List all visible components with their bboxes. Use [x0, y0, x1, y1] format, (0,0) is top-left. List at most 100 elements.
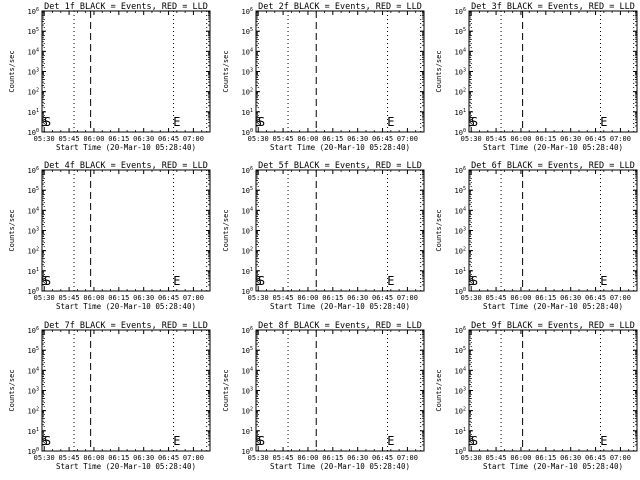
y-tick-label: 102	[455, 247, 466, 256]
x-tick-label: 06:00	[297, 294, 318, 302]
y-tick-exponent: 0	[250, 447, 253, 453]
x-tick-label: 06:30	[347, 294, 368, 302]
y-tick-label: 106	[242, 7, 253, 16]
y-tick-label: 103	[242, 227, 253, 236]
marker-s: S	[44, 274, 51, 288]
y-tick-exponent: 5	[463, 186, 466, 192]
x-tick-label: 05:30	[34, 294, 55, 302]
x-tick-label: 06:45	[585, 294, 606, 302]
detector-panel-4: Det 4f BLACK = Events, RED = LLD10010110…	[8, 161, 211, 311]
panel-title: Det 6f BLACK = Events, RED = LLD	[471, 161, 635, 171]
y-axis-label: Counts/sec	[222, 209, 230, 251]
detector-panel-1: Det 1f BLACK = Events, RED = LLD10010110…	[8, 2, 211, 152]
plot-frame	[468, 329, 638, 452]
x-axis-label: Start Time (20-Mar-10 05:28:40)	[270, 143, 410, 152]
panel-title: Det 1f BLACK = Events, RED = LLD	[44, 2, 208, 12]
x-tick-label: 05:30	[248, 294, 269, 302]
y-tick-exponent: 5	[36, 346, 39, 352]
x-tick-label: 06:15	[535, 135, 556, 143]
marker-e: E	[387, 115, 394, 129]
y-axis-label: Counts/sec	[222, 369, 230, 411]
x-tick-label: 07:00	[397, 294, 418, 302]
x-tick-label: 06:30	[347, 135, 368, 143]
marker-s: S	[468, 434, 475, 448]
marker-e: E	[600, 115, 607, 129]
y-axis-label: Counts/sec	[222, 50, 230, 92]
y-tick-exponent: 1	[36, 267, 39, 273]
detector-panel-9: Det 9f BLACK = Events, RED = LLD10010110…	[435, 321, 638, 471]
marker-s: S	[41, 434, 48, 448]
y-tick-label: 106	[455, 166, 466, 175]
y-tick-exponent: 6	[250, 326, 253, 332]
marker-s: S	[255, 274, 262, 288]
y-tick-exponent: 6	[463, 166, 466, 172]
y-tick-exponent: 2	[36, 407, 39, 413]
marker-e: E	[173, 115, 180, 129]
y-tick-exponent: 2	[463, 88, 466, 94]
y-tick-exponent: 3	[250, 387, 253, 393]
panel-title: Det 5f BLACK = Events, RED = LLD	[258, 161, 422, 171]
y-tick-label: 102	[455, 407, 466, 416]
y-tick-label: 104	[455, 206, 466, 215]
y-tick-exponent: 4	[463, 47, 466, 53]
y-tick-label: 100	[28, 447, 39, 456]
x-tick-label: 06:45	[585, 454, 606, 462]
y-tick-label: 104	[455, 366, 466, 375]
y-tick-exponent: 3	[463, 227, 466, 233]
marker-s: S	[258, 274, 265, 288]
y-tick-exponent: 4	[36, 206, 39, 212]
plot-frame	[255, 329, 425, 452]
y-tick-exponent: 3	[36, 68, 39, 74]
y-tick-exponent: 2	[250, 88, 253, 94]
y-tick-label: 104	[242, 47, 253, 56]
x-tick-label: 06:30	[133, 135, 154, 143]
y-tick-label: 106	[242, 326, 253, 335]
y-tick-exponent: 4	[463, 366, 466, 372]
x-tick-label: 07:00	[183, 454, 204, 462]
y-tick-label: 100	[242, 287, 253, 296]
y-tick-exponent: 3	[36, 387, 39, 393]
y-tick-exponent: 0	[250, 128, 253, 134]
y-tick-exponent: 0	[36, 287, 39, 293]
y-tick-exponent: 1	[463, 108, 466, 114]
y-tick-label: 101	[455, 108, 466, 117]
x-tick-label: 06:00	[297, 454, 318, 462]
y-tick-exponent: 0	[463, 447, 466, 453]
x-tick-label: 06:15	[108, 135, 129, 143]
y-tick-exponent: 3	[250, 68, 253, 74]
x-tick-label: 06:45	[372, 135, 393, 143]
marker-e: E	[600, 434, 607, 448]
y-tick-exponent: 2	[36, 247, 39, 253]
x-tick-label: 07:00	[397, 135, 418, 143]
detector-panel-5: Det 5f BLACK = Events, RED = LLD 100 101 10…	[222, 161, 425, 311]
plot-frame	[41, 169, 211, 292]
x-tick-label: 06:00	[83, 294, 104, 302]
marker-s: S	[41, 115, 48, 129]
y-tick-label: 103	[28, 68, 39, 77]
y-tick-label: 101	[455, 267, 466, 276]
y-tick-label: 101	[242, 267, 253, 276]
x-tick-label: 07:00	[183, 135, 204, 143]
x-tick-label: 07:00	[610, 294, 631, 302]
y-tick-label: 102	[242, 247, 253, 256]
plot-frame	[41, 10, 211, 133]
y-tick-exponent: 0	[463, 287, 466, 293]
x-tick-label: 06:00	[297, 135, 318, 143]
y-tick-exponent: 3	[250, 227, 253, 233]
x-tick-label: 05:45	[486, 294, 507, 302]
y-tick-label: 102	[28, 407, 39, 416]
y-axis-label: Counts/sec	[435, 209, 443, 251]
y-tick-exponent: 5	[463, 27, 466, 33]
y-tick-label: 103	[455, 387, 466, 396]
y-tick-label: 105	[455, 27, 466, 36]
y-tick-exponent: 2	[250, 247, 253, 253]
y-tick-label: 102	[455, 88, 466, 97]
detector-panel-8: Det 8f BLACK = Events, RED = LLD10010110…	[222, 321, 425, 471]
x-tick-label: 06:30	[133, 454, 154, 462]
x-tick-label: 07:00	[610, 135, 631, 143]
x-tick-label: 06:45	[372, 294, 393, 302]
y-axis-label: Counts/sec	[435, 369, 443, 411]
y-tick-label: 104	[242, 206, 253, 215]
